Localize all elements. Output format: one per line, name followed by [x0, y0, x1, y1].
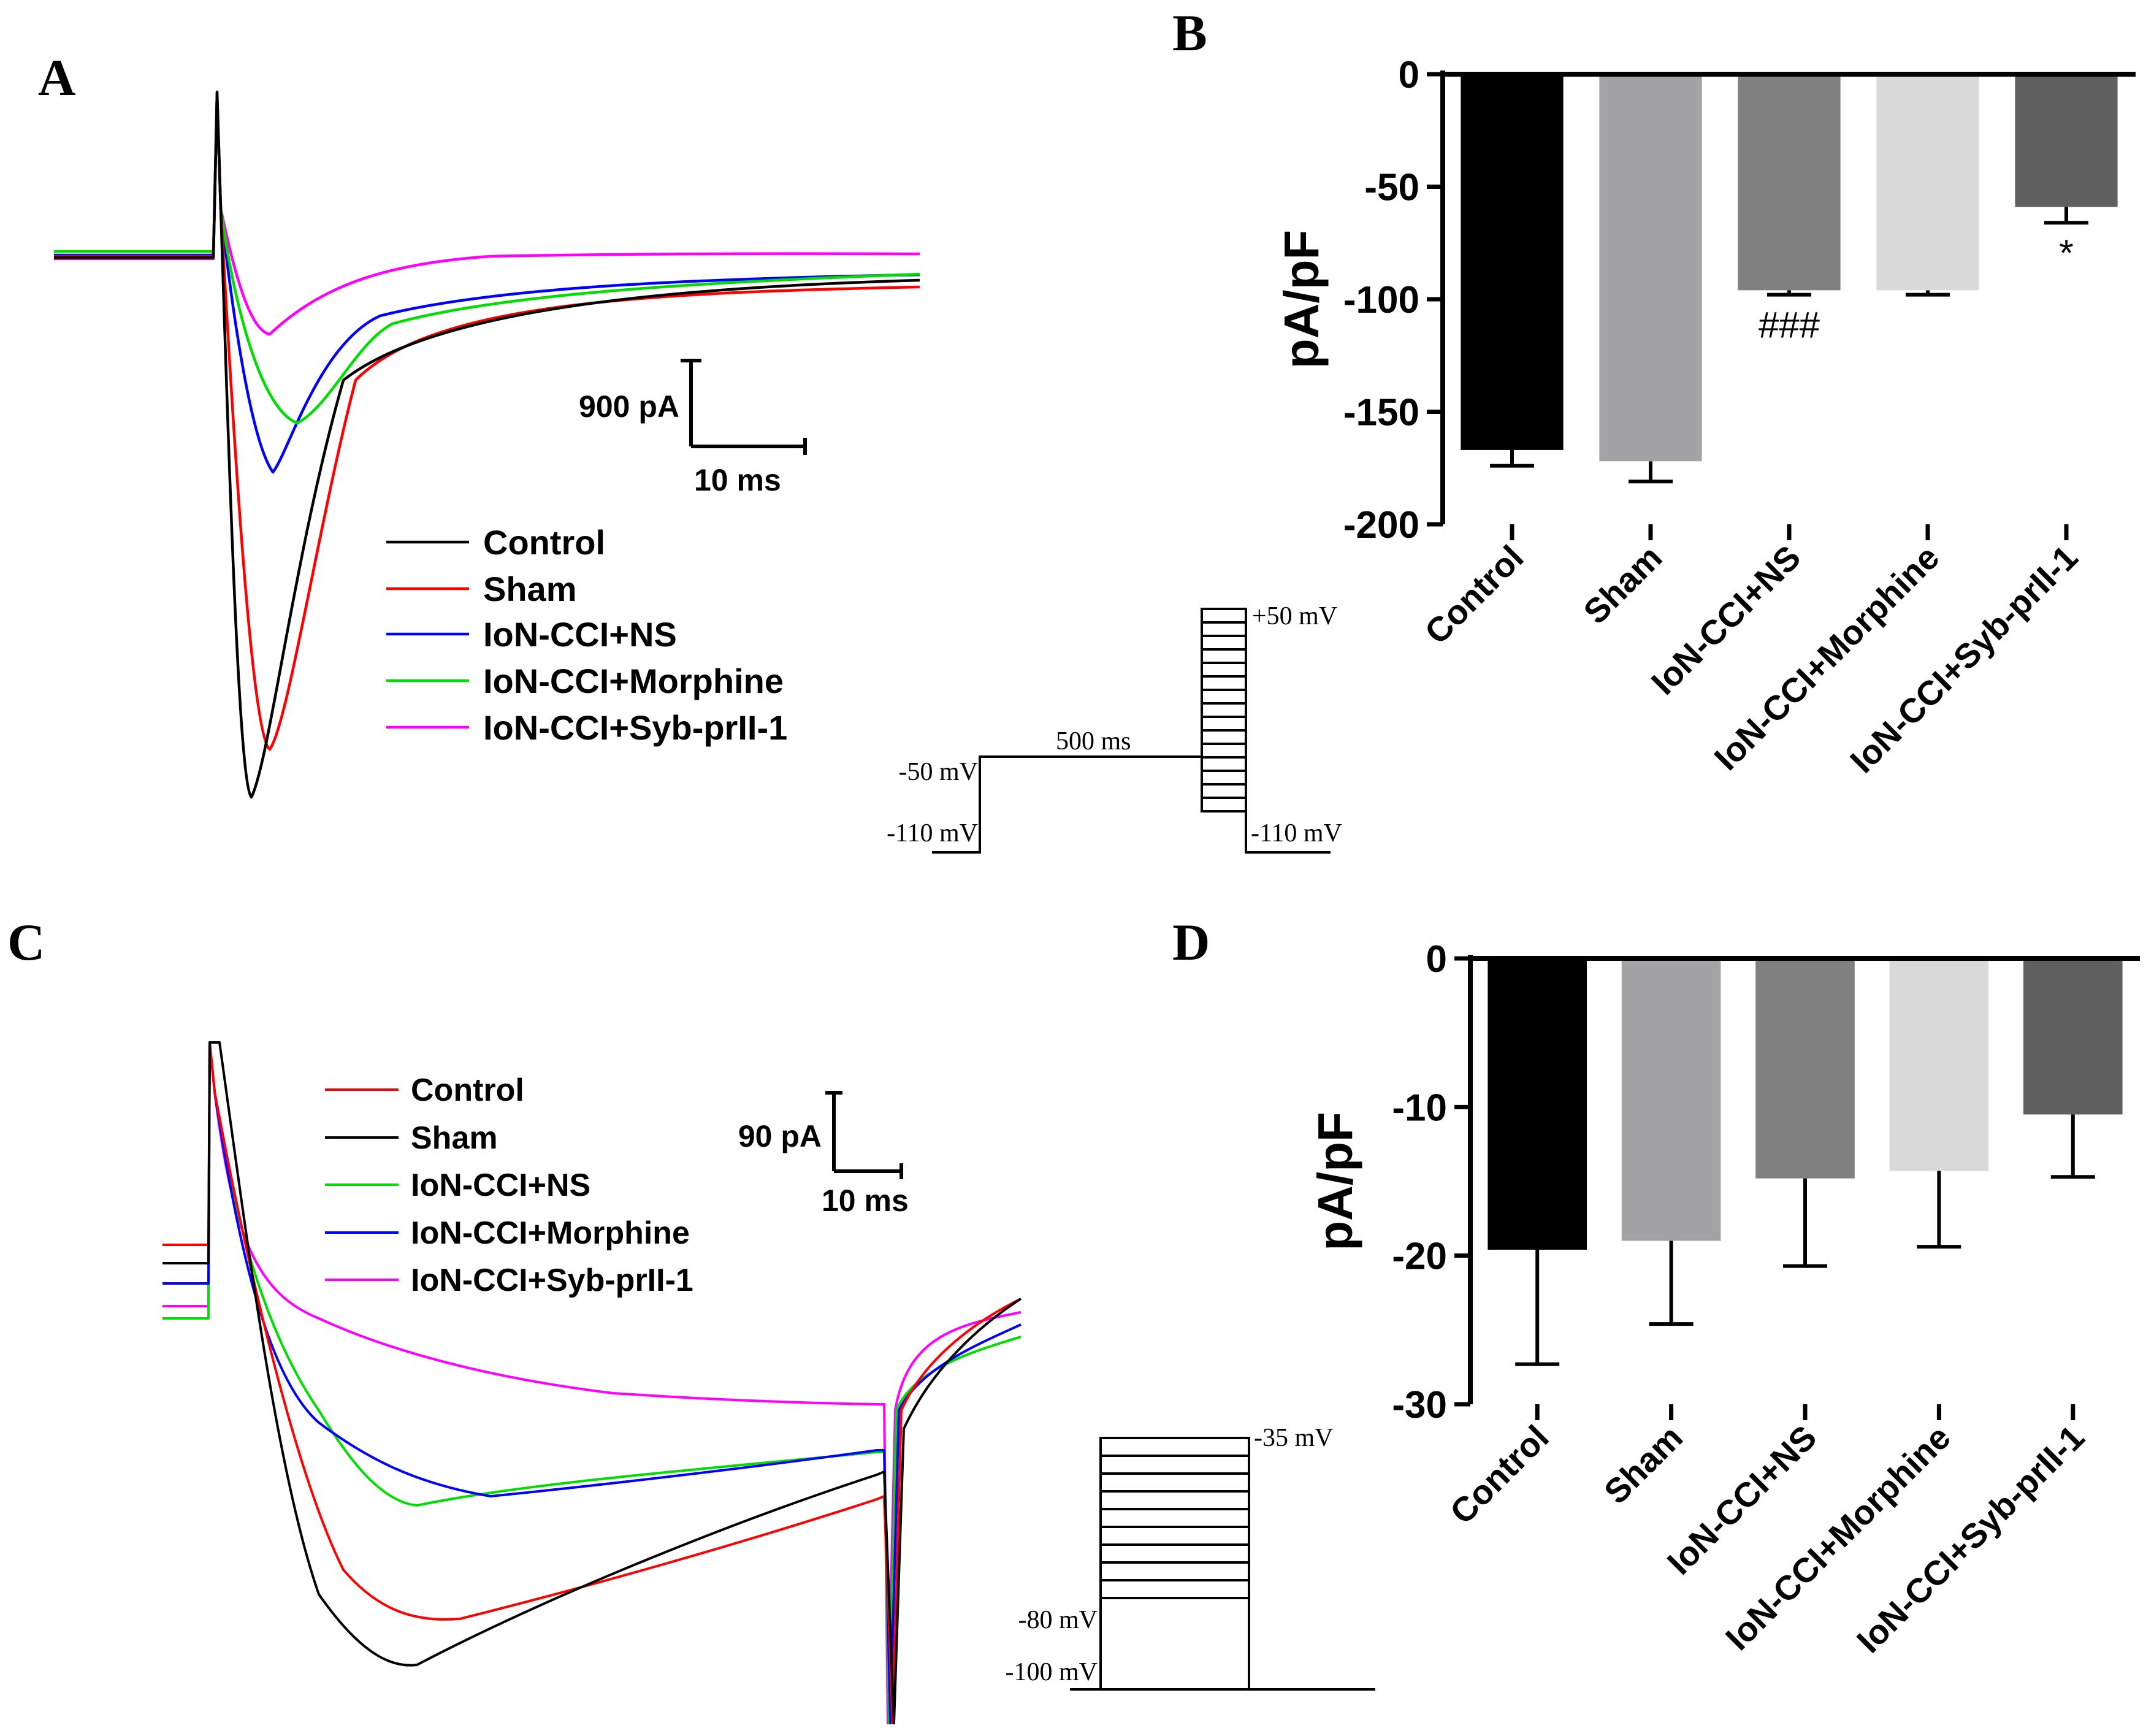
- category-label-d-0: Control: [1442, 1418, 1556, 1531]
- significance-b-2: ###: [1759, 305, 1820, 346]
- y-tick-label-d-1: -10: [1392, 1087, 1447, 1129]
- category-label-d-3: IoN-CCI+Morphine: [1718, 1418, 1958, 1658]
- protocol-a-label-top: +50 mV: [1252, 602, 1337, 630]
- bar-b-0: [1461, 74, 1563, 450]
- bar-d-0: [1488, 958, 1587, 1250]
- legend-c-label-0: Control: [411, 1073, 524, 1108]
- legend-a-label-4: IoN-CCI+Syb-prII-1: [483, 708, 787, 747]
- y-tick-label-d-3: -30: [1392, 1384, 1447, 1426]
- scale-label-c-current: 90 pA: [738, 1119, 822, 1153]
- scale-label-a-current: 900 pA: [579, 389, 679, 424]
- panel-a-protocol: [932, 609, 1331, 852]
- panel-c-scale-bar: [825, 1093, 901, 1179]
- legend-a-label-2: IoN-CCI+NS: [483, 615, 677, 654]
- scale-label-c-time: 10 ms: [822, 1183, 909, 1218]
- protocol-a-label-end: -110 mV: [1251, 819, 1342, 847]
- bar-b-2: [1738, 74, 1840, 290]
- category-label-b-3: IoN-CCI+Morphine: [1706, 538, 1946, 778]
- panel-a-legend: Control Sham IoN-CCI+NS IoN-CCI+Morphine…: [386, 523, 787, 747]
- y-tick-label-b-3: -150: [1343, 392, 1419, 434]
- y-tick-label-b-1: -50: [1364, 167, 1419, 209]
- panel-letter-c: C: [7, 914, 45, 971]
- legend-c-label-4: IoN-CCI+Syb-prII-1: [411, 1263, 693, 1298]
- scale-label-a-time: 10 ms: [694, 463, 781, 497]
- category-label-d-1: Sham: [1597, 1418, 1690, 1511]
- protocol-c-hold: [1070, 1438, 1101, 1689]
- panel-a-scale-bar: [681, 361, 805, 455]
- protocol-c-label-hold: -100 mV: [1006, 1658, 1098, 1686]
- category-label-b-1: Sham: [1576, 538, 1669, 631]
- protocol-c-label-top: -35 mV: [1254, 1424, 1334, 1452]
- protocol-a-label-duration: 500 ms: [1056, 727, 1131, 755]
- legend-a-label-0: Control: [483, 523, 605, 562]
- panel-letter-d: D: [1172, 914, 1210, 971]
- y-tick-label-d-0: 0: [1426, 938, 1447, 981]
- y-tick-label-b-0: 0: [1399, 54, 1419, 96]
- protocol-a-step-box: [1202, 609, 1246, 811]
- figure: A B C D 900 pA 10 ms Control Sham IoN-CC…: [0, 0, 2154, 1736]
- trace-a-syb-prii-1: [54, 98, 920, 334]
- bar-d-4: [2023, 958, 2123, 1114]
- category-label-d-4: IoN-CCI+Syb-prII-1: [1849, 1418, 2091, 1660]
- legend-c-label-1: Sham: [411, 1120, 498, 1156]
- bar-d-2: [1755, 958, 1855, 1179]
- legend-c-label-3: IoN-CCI+Morphine: [411, 1215, 690, 1251]
- trace-c-ion-cci-morphine: [162, 1042, 1021, 1723]
- bar-b-3: [1876, 74, 1979, 290]
- legend-a-label-3: IoN-CCI+Morphine: [483, 662, 784, 700]
- protocol-c-label-step: -80 mV: [1018, 1606, 1098, 1634]
- protocol-a-label-hold: -110 mV: [887, 819, 978, 847]
- panel-letter-a: A: [38, 49, 75, 107]
- legend-a-label-1: Sham: [483, 570, 577, 608]
- y-tick-label-b-2: -100: [1343, 279, 1419, 321]
- bar-b-1: [1599, 74, 1701, 461]
- bar-d-3: [1890, 958, 1989, 1171]
- bar-b-4: [2015, 74, 2117, 207]
- y-tick-label-d-2: -20: [1392, 1236, 1447, 1278]
- bar-d-1: [1622, 958, 1721, 1241]
- y-axis-label-d: pA/pF: [1308, 1112, 1362, 1251]
- y-tick-label-b-4: -200: [1343, 504, 1419, 546]
- panel-letter-b: B: [1172, 4, 1207, 62]
- significance-b-4: *: [2059, 232, 2073, 273]
- category-label-b-0: Control: [1417, 538, 1530, 651]
- legend-c-label-2: IoN-CCI+NS: [411, 1168, 590, 1203]
- y-axis-label-b: pA/pF: [1274, 230, 1329, 369]
- chart-b: 0 -50 -100 -150 -200 pA/pF Control Sham IoN-CCI+…: [1274, 54, 2136, 780]
- panel-c-traces: [162, 1042, 1021, 1723]
- protocol-a-label-pre: -50 mV: [899, 758, 979, 786]
- panel-c-legend: Control Sham IoN-CCI+NS IoN-CCI+Morphine…: [325, 1073, 693, 1298]
- category-label-b-4: IoN-CCI+Syb-prII-1: [1843, 538, 2085, 780]
